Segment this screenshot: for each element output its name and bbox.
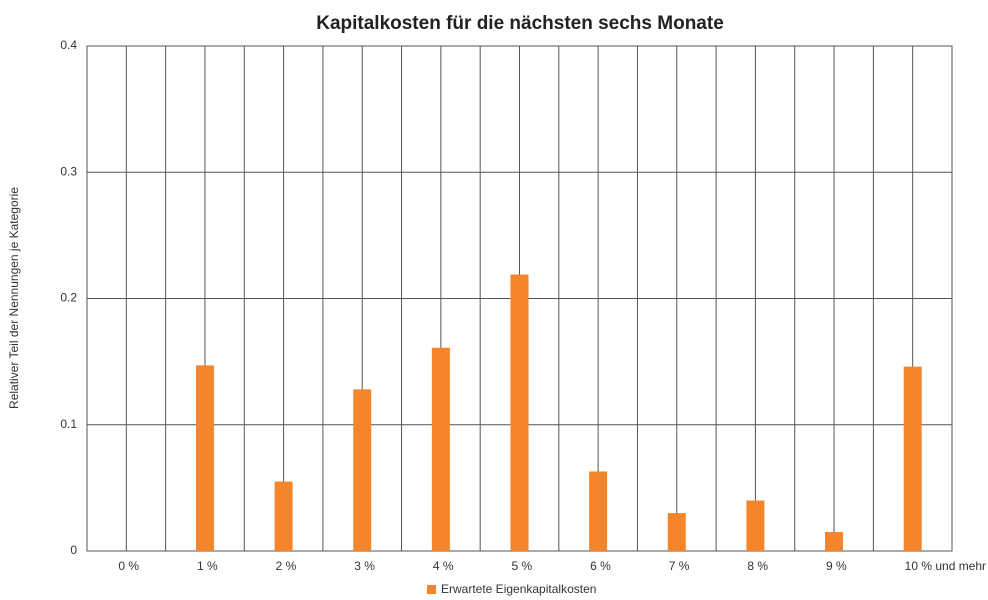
- bar: [589, 471, 608, 551]
- x-tick-label: 2 %: [276, 559, 297, 573]
- bar: [431, 347, 450, 551]
- bar: [746, 500, 765, 551]
- x-tick-label: 8 %: [747, 559, 768, 573]
- bar: [353, 389, 372, 551]
- bar: [510, 274, 529, 551]
- x-tick-label: 10 % und mehr: [905, 559, 986, 573]
- x-tick-label: 9 %: [826, 559, 847, 573]
- chart-title: Kapitalkosten für die nächsten sechs Mon…: [316, 13, 724, 34]
- x-tick-label: 5 %: [512, 559, 533, 573]
- bar: [903, 366, 922, 551]
- y-tick-label: 0.1: [60, 417, 77, 431]
- y-tick-label: 0.4: [60, 38, 77, 52]
- x-tick-label: 1 %: [197, 559, 218, 573]
- y-axis-label: Relativer Teil der Nennungen je Kategori…: [7, 187, 21, 409]
- bar: [274, 481, 293, 551]
- legend-label: Erwartete Eigenkapitalkosten: [441, 582, 596, 596]
- bar: [825, 532, 844, 551]
- x-tick-label: 7 %: [669, 559, 690, 573]
- x-tick-label: 0 %: [118, 559, 139, 573]
- x-tick-label: 4 %: [433, 559, 454, 573]
- y-tick-label: 0.2: [60, 291, 77, 305]
- y-tick-label: 0.3: [60, 164, 77, 178]
- x-tick-label: 6 %: [590, 559, 611, 573]
- bar: [667, 513, 686, 551]
- y-tick-label: 0: [70, 543, 77, 557]
- bar: [195, 365, 214, 551]
- legend-swatch: [427, 585, 436, 594]
- x-tick-label: 3 %: [354, 559, 375, 573]
